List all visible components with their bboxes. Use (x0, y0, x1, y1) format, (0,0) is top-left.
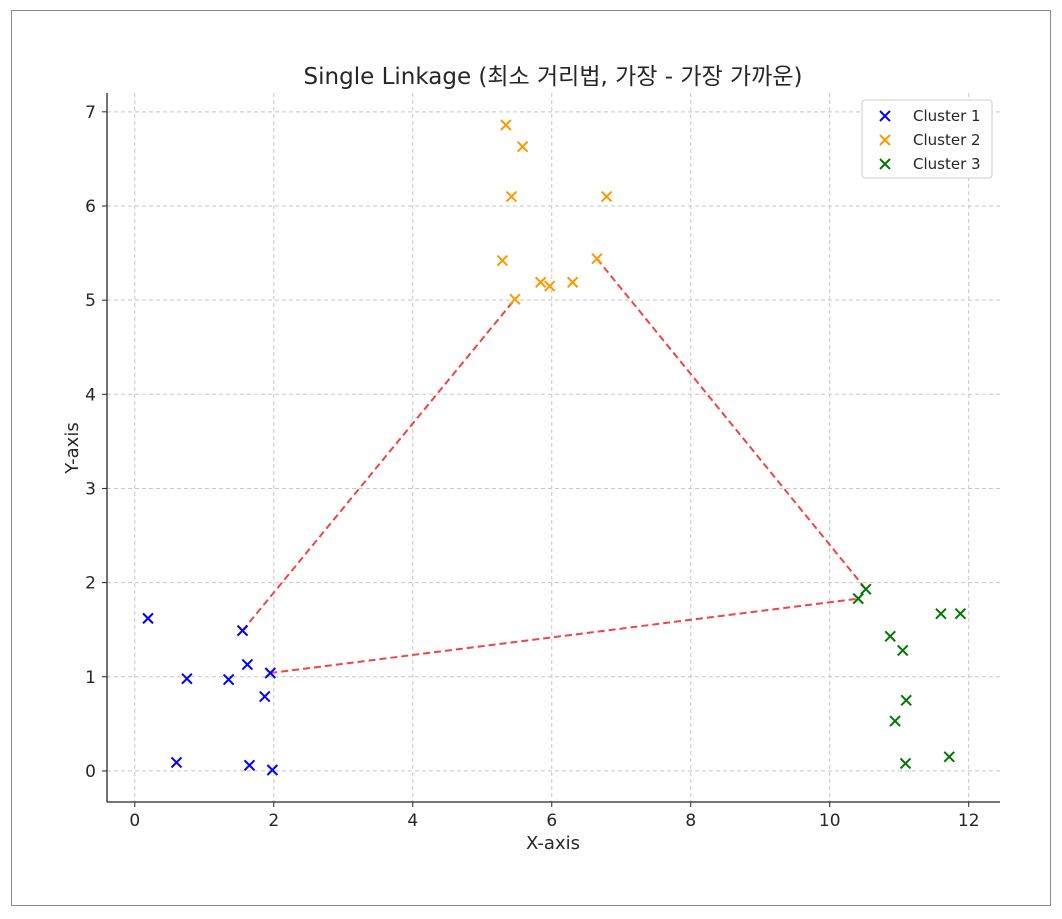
cluster-2-point (516, 140, 529, 153)
cluster-2-point (534, 276, 547, 288)
cluster-1-point (264, 667, 277, 679)
legend: Cluster 1 Cluster 2 Cluster 3 (861, 99, 993, 179)
linkage-line (596, 258, 867, 590)
linkage-line (270, 597, 859, 674)
x-tick-label: 4 (407, 811, 418, 831)
cluster-1-point (170, 756, 183, 769)
cluster-1-point (236, 624, 249, 637)
cluster-2-point (505, 190, 518, 203)
legend-box (861, 99, 993, 179)
x-tick-label: 12 (958, 811, 980, 831)
y-tick-label: 1 (85, 668, 96, 688)
cluster-3-point (897, 644, 909, 657)
cluster-3-point (935, 607, 947, 620)
cluster-3-point (884, 630, 896, 642)
data-points (142, 119, 967, 776)
y-axis-label: Y-axis (62, 422, 83, 474)
cluster-3-point (889, 715, 901, 727)
y-tick-label: 6 (85, 197, 96, 217)
legend-label-2: Cluster 2 (913, 131, 981, 149)
cluster-2-point (496, 254, 509, 267)
legend-label-1: Cluster 1 (913, 107, 981, 125)
y-tick-label: 4 (85, 385, 96, 405)
cluster-1-point (142, 612, 154, 625)
y-tick-label: 7 (85, 103, 96, 123)
axes (102, 93, 1000, 807)
x-axis-label: X-axis (526, 833, 580, 854)
y-tick-label: 0 (85, 762, 96, 782)
cluster-2-point (500, 119, 512, 131)
cluster-3-point (954, 607, 967, 620)
cluster-2-point (543, 280, 556, 292)
cluster-3-point (900, 694, 912, 707)
cluster-2-point (566, 276, 579, 288)
x-tick-label: 6 (546, 811, 557, 831)
chart-title: Single Linkage (최소 거리법, 가장 - 가장 가까운) (304, 64, 803, 90)
cluster-2-point (591, 253, 603, 265)
cluster-1-point (222, 673, 235, 686)
cluster-1-point (241, 658, 254, 671)
cluster-3-point (852, 592, 864, 605)
y-tick-label: 2 (85, 574, 96, 594)
linkage-line (241, 298, 516, 632)
cluster-2-point (600, 190, 613, 203)
cluster-3-point (899, 757, 912, 770)
legend-marker-1 (879, 110, 891, 122)
legend-marker-3 (879, 158, 891, 170)
y-tick-label: 3 (85, 479, 96, 499)
cluster-3-point (860, 583, 872, 595)
cluster-1-point (259, 690, 271, 703)
cluster-1-point (266, 764, 279, 776)
x-tick-label: 10 (819, 811, 841, 831)
cluster-2-point (509, 293, 521, 305)
legend-label-3: Cluster 3 (913, 155, 981, 173)
x-tick-label: 8 (685, 811, 696, 831)
linkage-lines (241, 258, 867, 674)
cluster-3-point (943, 751, 955, 763)
cluster-1-point (243, 759, 256, 771)
grid-lines (107, 93, 1000, 802)
x-tick-label: 0 (129, 811, 140, 831)
cluster-1-point (181, 672, 193, 685)
legend-marker-2 (879, 134, 891, 146)
x-tick-label: 2 (268, 811, 279, 831)
y-tick-label: 5 (85, 291, 96, 311)
